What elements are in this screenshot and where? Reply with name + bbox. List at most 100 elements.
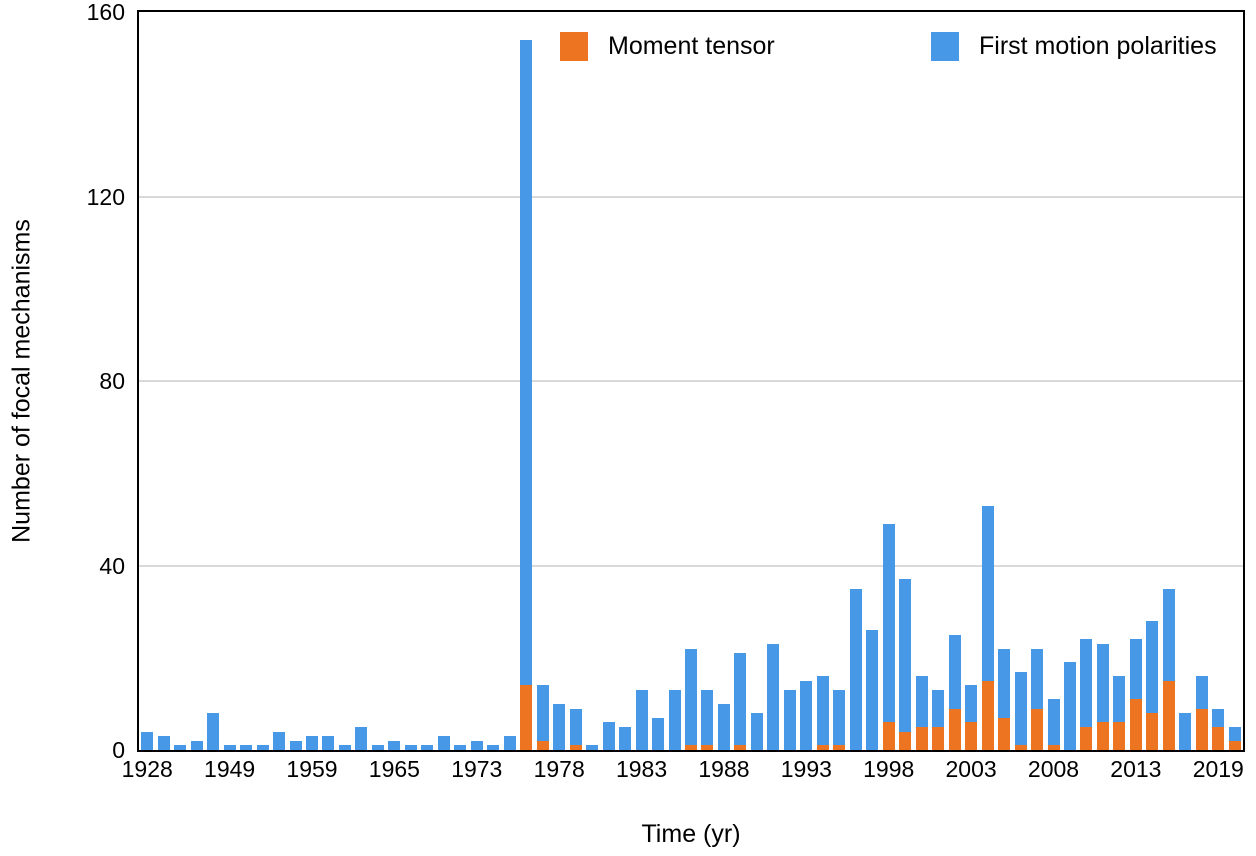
bar-segment-first-motion-polarities [783,690,796,750]
x-tick-label: 1988 [698,756,750,782]
x-tick-label: 1965 [368,756,420,782]
gridline-40 [139,564,1243,567]
legend-label-moment-tensor: Moment tensor [608,32,775,60]
bar [273,731,286,750]
bar [240,745,253,750]
bar-segment-first-motion-polarities [767,643,780,750]
bar [701,690,714,750]
x-tick-label: 2013 [1110,756,1162,782]
bar [289,740,302,750]
bar-segment-moment-tensor [948,708,961,750]
bar [767,643,780,750]
bar-segment-first-motion-polarities [1129,639,1142,700]
bar-segment-moment-tensor [734,745,747,750]
bar-segment-first-motion-polarities [1162,588,1175,681]
bar [404,745,417,750]
bar-segment-moment-tensor [1047,745,1060,750]
bar-segment-first-motion-polarities [503,736,516,750]
bar-segment-moment-tensor [899,731,912,750]
bar [668,690,681,750]
bar [635,690,648,750]
bar [520,39,533,750]
legend-label-first-motion-polarities: First motion polarities [979,32,1217,60]
first-motion-polarities-swatch-icon [931,32,959,61]
bar [1146,620,1159,750]
bar [207,713,220,750]
bar-segment-first-motion-polarities [685,648,697,746]
bar-segment-first-motion-polarities [1146,620,1159,714]
bar [322,736,335,750]
bar-segment-moment-tensor [833,745,846,750]
x-tick-label: 1973 [451,756,503,782]
legend-item-first-motion-polarities: First motion polarities [931,32,1217,61]
bar-segment-moment-tensor [1129,699,1142,750]
bar-segment-first-motion-polarities [404,745,417,750]
bar [1162,588,1175,750]
bar-segment-first-motion-polarities [223,745,236,750]
bar-segment-moment-tensor [701,745,714,750]
bar [948,634,961,750]
y-tick-label: 0 [112,737,125,763]
bar-segment-moment-tensor [569,745,582,750]
bar [1047,699,1060,750]
bar [1014,671,1027,750]
x-tick-label: 2003 [945,756,997,782]
bar [734,653,747,750]
bar-segment-first-motion-polarities [981,505,994,681]
x-tick-label: 1978 [533,756,585,782]
bar-segment-first-motion-polarities [849,588,862,750]
bar [816,676,829,750]
bar-segment-moment-tensor [1031,708,1044,750]
bar-segment-moment-tensor [882,722,895,750]
bar-segment-first-motion-polarities [1113,676,1126,723]
bar-segment-first-motion-polarities [750,713,763,750]
bar [338,745,351,750]
bar [1080,639,1093,750]
bar-segment-moment-tensor [1096,722,1109,750]
plot-area: Moment tensor First motion polarities [137,10,1245,752]
x-axis-title: Time (yr) [641,820,741,848]
bar [306,736,318,750]
bar-segment-first-motion-polarities [1195,676,1208,709]
bar-segment-moment-tensor [915,726,928,750]
legend-item-moment-tensor: Moment tensor [560,32,775,61]
bar-segment-moment-tensor [932,726,945,750]
bar-segment-moment-tensor [1195,708,1208,750]
bar-segment-moment-tensor [816,745,829,750]
bar [157,736,170,750]
bar [1195,676,1208,750]
bar-segment-moment-tensor [1080,726,1093,750]
bar [1179,713,1192,750]
x-tick-label: 1993 [780,756,832,782]
bar-segment-first-motion-polarities [520,39,533,686]
bar-segment-first-motion-polarities [717,703,730,750]
bar [981,505,994,750]
bar [932,690,945,750]
bar [421,745,434,750]
bar-segment-first-motion-polarities [1096,643,1109,723]
bar-segment-first-motion-polarities [322,736,335,750]
bar [388,740,401,750]
bar-segment-moment-tensor [1212,726,1225,750]
bar-segment-first-motion-polarities [256,745,269,750]
bar-segment-first-motion-polarities [470,740,483,750]
bar-segment-first-motion-polarities [882,524,895,723]
bar-segment-first-motion-polarities [668,690,681,750]
y-axis-title: Number of focal mechanisms [7,219,36,543]
bar-segment-first-motion-polarities [701,690,714,746]
bar [1228,726,1241,750]
x-tick-label: 1949 [204,756,256,782]
bar-segment-moment-tensor [520,685,533,750]
bar-segment-first-motion-polarities [569,708,582,746]
bar [256,745,269,750]
bar-segment-first-motion-polarities [289,740,302,750]
bar-segment-moment-tensor [536,740,549,750]
bar-segment-first-motion-polarities [207,713,220,750]
bar-segment-first-motion-polarities [948,634,961,709]
bar [717,703,730,750]
bar [470,740,483,750]
bar-segment-first-motion-polarities [1031,648,1044,709]
bar [602,722,615,750]
y-tick-label: 80 [99,368,125,394]
